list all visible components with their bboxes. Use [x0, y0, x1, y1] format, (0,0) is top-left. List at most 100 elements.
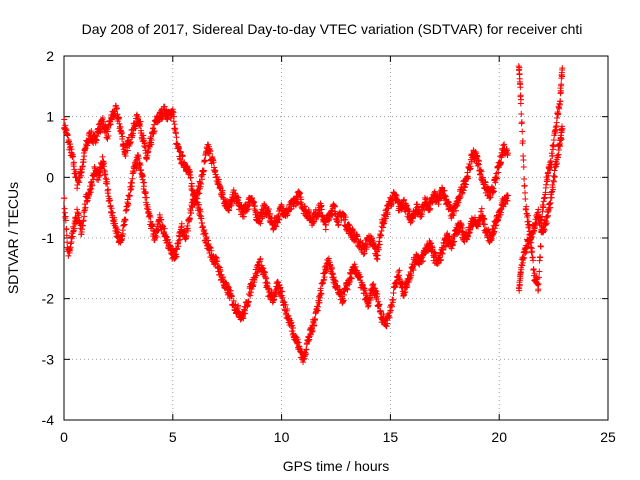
- data-point: [517, 96, 524, 103]
- data-point: [205, 240, 212, 247]
- data-point: [307, 331, 314, 338]
- data-point: [135, 113, 142, 120]
- data-point: [516, 64, 523, 71]
- data-point: [384, 211, 391, 218]
- data-point: [215, 263, 222, 270]
- data-point: [554, 160, 561, 167]
- data-point: [547, 200, 554, 207]
- grid-lines: [64, 56, 608, 420]
- data-point: [105, 133, 112, 140]
- data-point: [294, 200, 301, 207]
- x-tick-label: 5: [169, 429, 177, 445]
- data-point: [171, 113, 178, 120]
- data-point: [65, 138, 72, 145]
- data-point: [87, 189, 94, 196]
- data-point: [541, 226, 548, 233]
- data-point: [559, 125, 566, 132]
- data-point: [331, 202, 338, 209]
- data-point: [498, 152, 505, 159]
- data-point: [80, 217, 87, 224]
- data-point: [367, 297, 374, 304]
- data-point: [62, 217, 69, 224]
- data-point: [551, 173, 558, 180]
- data-point: [543, 181, 550, 188]
- data-point: [495, 169, 502, 176]
- data-point: [383, 323, 390, 330]
- data-point: [335, 221, 342, 228]
- data-points: [61, 63, 566, 366]
- data-point: [325, 255, 332, 262]
- data-point: [482, 179, 489, 186]
- data-point: [459, 225, 466, 232]
- data-point: [100, 118, 107, 125]
- data-point: [374, 290, 381, 297]
- data-point: [419, 211, 426, 218]
- data-point: [341, 291, 348, 298]
- data-point: [363, 244, 370, 251]
- data-point: [316, 299, 323, 306]
- data-point: [228, 293, 235, 300]
- data-point: [375, 246, 382, 253]
- data-point: [104, 135, 111, 142]
- data-point: [380, 311, 387, 318]
- data-point: [228, 202, 235, 209]
- data-point: [420, 257, 427, 264]
- data-point: [519, 262, 526, 269]
- data-point: [537, 216, 544, 223]
- data-point: [440, 246, 447, 253]
- data-point: [503, 197, 510, 204]
- data-point: [550, 178, 557, 185]
- data-point: [155, 227, 162, 234]
- data-point: [101, 160, 108, 167]
- data-point: [188, 210, 195, 217]
- data-point: [475, 158, 482, 165]
- data-point: [167, 115, 174, 122]
- data-point: [462, 181, 469, 188]
- data-point: [72, 214, 79, 221]
- data-point: [529, 248, 536, 255]
- data-point: [63, 225, 70, 232]
- data-point: [95, 177, 102, 184]
- data-point: [431, 249, 438, 256]
- data-point: [219, 274, 226, 281]
- data-point: [478, 168, 485, 175]
- data-point: [481, 221, 488, 228]
- data-point: [177, 149, 184, 156]
- data-point: [348, 275, 355, 282]
- data-point: [250, 282, 257, 289]
- data-point: [490, 188, 497, 195]
- data-point: [81, 207, 88, 214]
- data-point: [80, 159, 87, 166]
- data-point: [61, 209, 68, 216]
- data-point: [284, 305, 291, 312]
- data-point: [340, 298, 347, 305]
- data-point: [551, 174, 558, 181]
- data-point: [274, 278, 281, 285]
- data-point: [170, 109, 177, 116]
- data-point: [265, 214, 272, 221]
- data-point: [379, 224, 386, 231]
- x-tick-label: 0: [60, 429, 68, 445]
- data-point: [171, 121, 178, 128]
- data-point: [380, 220, 387, 227]
- data-point: [537, 254, 544, 261]
- data-point: [518, 110, 525, 117]
- data-point: [158, 216, 165, 223]
- data-point: [148, 137, 155, 144]
- data-point: [494, 175, 501, 182]
- data-point: [282, 302, 289, 309]
- data-point: [548, 194, 555, 201]
- data-point: [94, 133, 101, 140]
- data-point: [303, 346, 310, 353]
- data-point: [189, 204, 196, 211]
- data-point: [445, 198, 452, 205]
- data-point: [172, 130, 179, 137]
- data-point: [300, 359, 307, 366]
- data-point: [154, 228, 161, 235]
- data-point: [225, 283, 232, 290]
- data-point: [193, 195, 200, 202]
- data-point: [388, 303, 395, 310]
- data-point: [321, 274, 328, 281]
- data-point: [526, 239, 533, 246]
- data-point: [203, 233, 210, 240]
